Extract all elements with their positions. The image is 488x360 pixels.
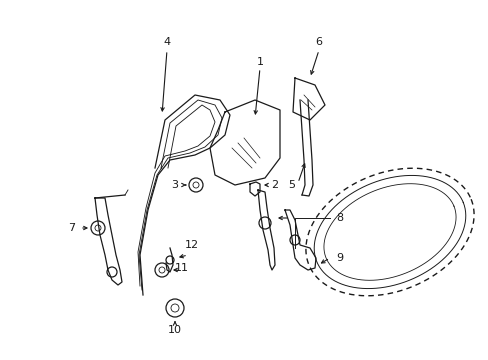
Text: 10: 10 <box>168 325 182 335</box>
Text: 12: 12 <box>184 240 199 250</box>
Text: 5: 5 <box>288 180 295 190</box>
Text: 1: 1 <box>256 57 263 67</box>
Text: 2: 2 <box>271 180 278 190</box>
Text: 7: 7 <box>68 223 76 233</box>
Text: 11: 11 <box>175 263 189 273</box>
Text: 6: 6 <box>315 37 322 47</box>
Text: 9: 9 <box>336 253 343 263</box>
Text: 4: 4 <box>163 37 170 47</box>
Text: 8: 8 <box>336 213 343 223</box>
Text: 3: 3 <box>171 180 178 190</box>
